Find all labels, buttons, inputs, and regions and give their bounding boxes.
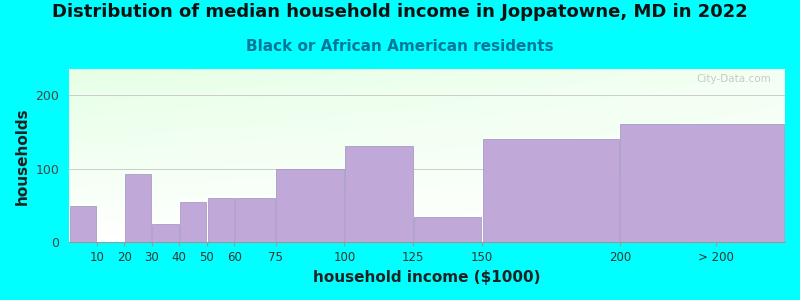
Bar (125, 174, 151, 242)
Bar (235, 198, 275, 242)
Y-axis label: households: households (15, 107, 30, 205)
Text: Black or African American residents: Black or African American residents (246, 39, 554, 54)
Bar (180, 202, 206, 242)
Bar (276, 169, 344, 242)
Bar (414, 217, 482, 242)
Bar (207, 198, 234, 242)
Text: Distribution of median household income in Joppatowne, MD in 2022: Distribution of median household income … (52, 3, 748, 21)
Text: City-Data.com: City-Data.com (696, 74, 770, 84)
Bar (70, 206, 96, 242)
Bar (345, 146, 413, 242)
X-axis label: household income ($1000): household income ($1000) (314, 270, 541, 285)
Bar (621, 124, 784, 242)
Bar (483, 139, 619, 242)
Bar (153, 224, 178, 242)
